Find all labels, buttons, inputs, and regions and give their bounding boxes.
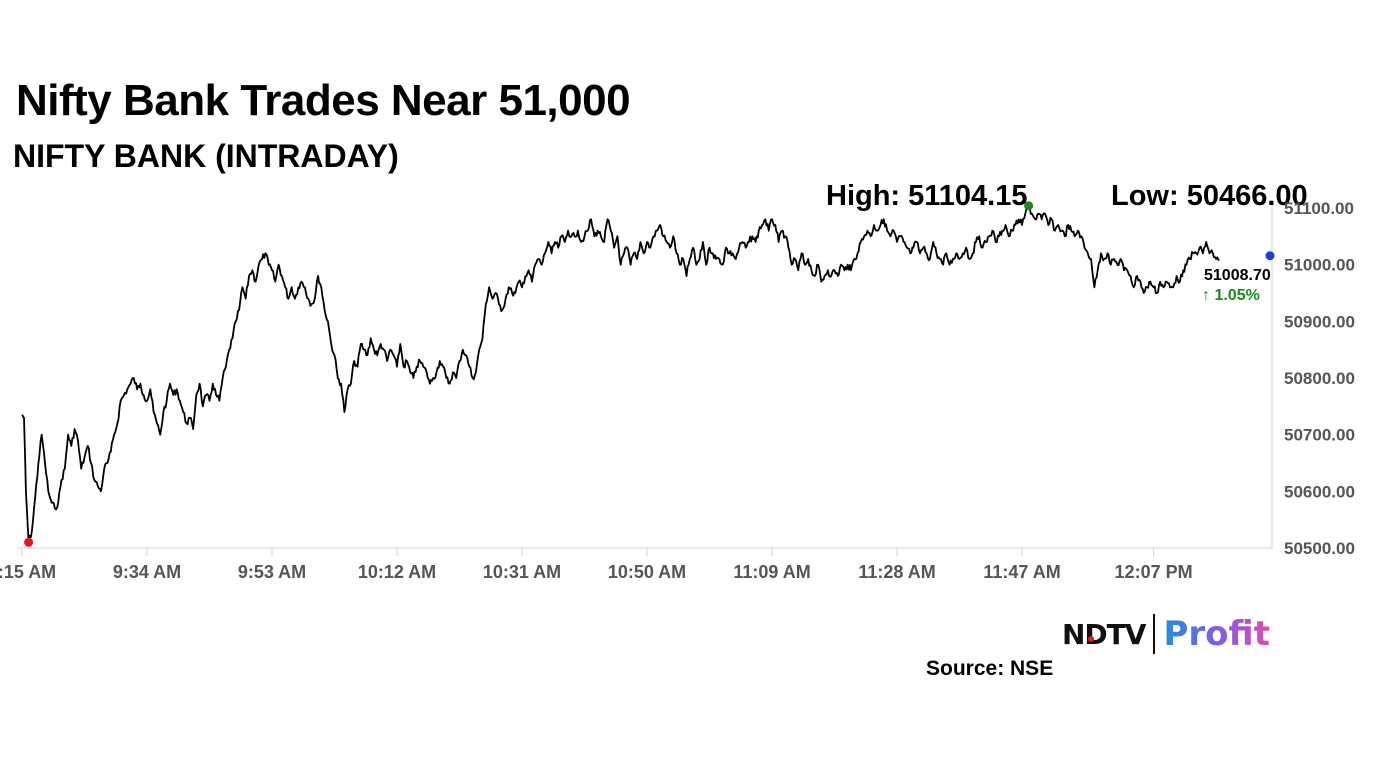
x-tick-label: 10:31 AM	[483, 562, 561, 582]
logo-dot-icon	[1088, 635, 1094, 642]
ndtv-text: NDTV	[1062, 617, 1146, 651]
logo-divider	[1153, 614, 1156, 654]
last-marker	[1265, 251, 1275, 261]
y-axis-ticks: 51100.00 51000.00 50900.00 50800.00 50700.00…	[1284, 199, 1355, 558]
source-note: Source: NSE	[926, 657, 1054, 680]
x-tick-label: 9:34 AM	[113, 562, 181, 582]
ndtv-wordmark: NDTV	[1062, 617, 1146, 651]
y-tick-label: 51000.00	[1284, 256, 1355, 275]
x-tick-label: 10:50 AM	[608, 562, 686, 582]
x-tick-label: 11:47 AM	[983, 562, 1060, 582]
x-tick-label: 9:53 AM	[238, 562, 306, 582]
chart-title: Nifty Bank Trades Near 51,000	[16, 76, 631, 125]
x-tick-label: 11:09 AM	[733, 562, 810, 582]
chart-subtitle: NIFTY BANK (INTRADAY)	[13, 138, 399, 174]
x-axis-ticks: 9:15 AM 9:34 AM 9:53 AM 10:12 AM 10:31 AM 10:…	[0, 548, 1193, 582]
last-value-label: 51008.70	[1204, 267, 1271, 284]
profit-wordmark: Profit	[1163, 614, 1270, 654]
x-tick-label: 10:12 AM	[358, 562, 436, 582]
high-stat: High: 51104.15	[826, 180, 1028, 212]
y-tick-label: 51100.00	[1284, 199, 1354, 218]
y-tick-label: 50600.00	[1284, 482, 1355, 501]
y-tick-label: 50800.00	[1284, 369, 1355, 388]
y-tick-label: 50700.00	[1284, 426, 1355, 445]
x-tick-label: 9:15 AM	[0, 562, 56, 582]
x-tick-label: 12:07 PM	[1115, 562, 1193, 582]
low-stat: Low: 50466.00	[1111, 180, 1308, 212]
y-tick-label: 50500.00	[1284, 539, 1355, 558]
last-change-label: ↑ 1.05%	[1202, 287, 1260, 304]
low-marker	[24, 537, 34, 547]
x-tick-label: 11:28 AM	[858, 562, 935, 582]
y-tick-label: 50900.00	[1284, 312, 1355, 331]
price-line	[21, 204, 1220, 544]
high-marker	[1024, 201, 1034, 211]
ndtv-profit-logo: NDTV Profit	[1062, 612, 1270, 656]
